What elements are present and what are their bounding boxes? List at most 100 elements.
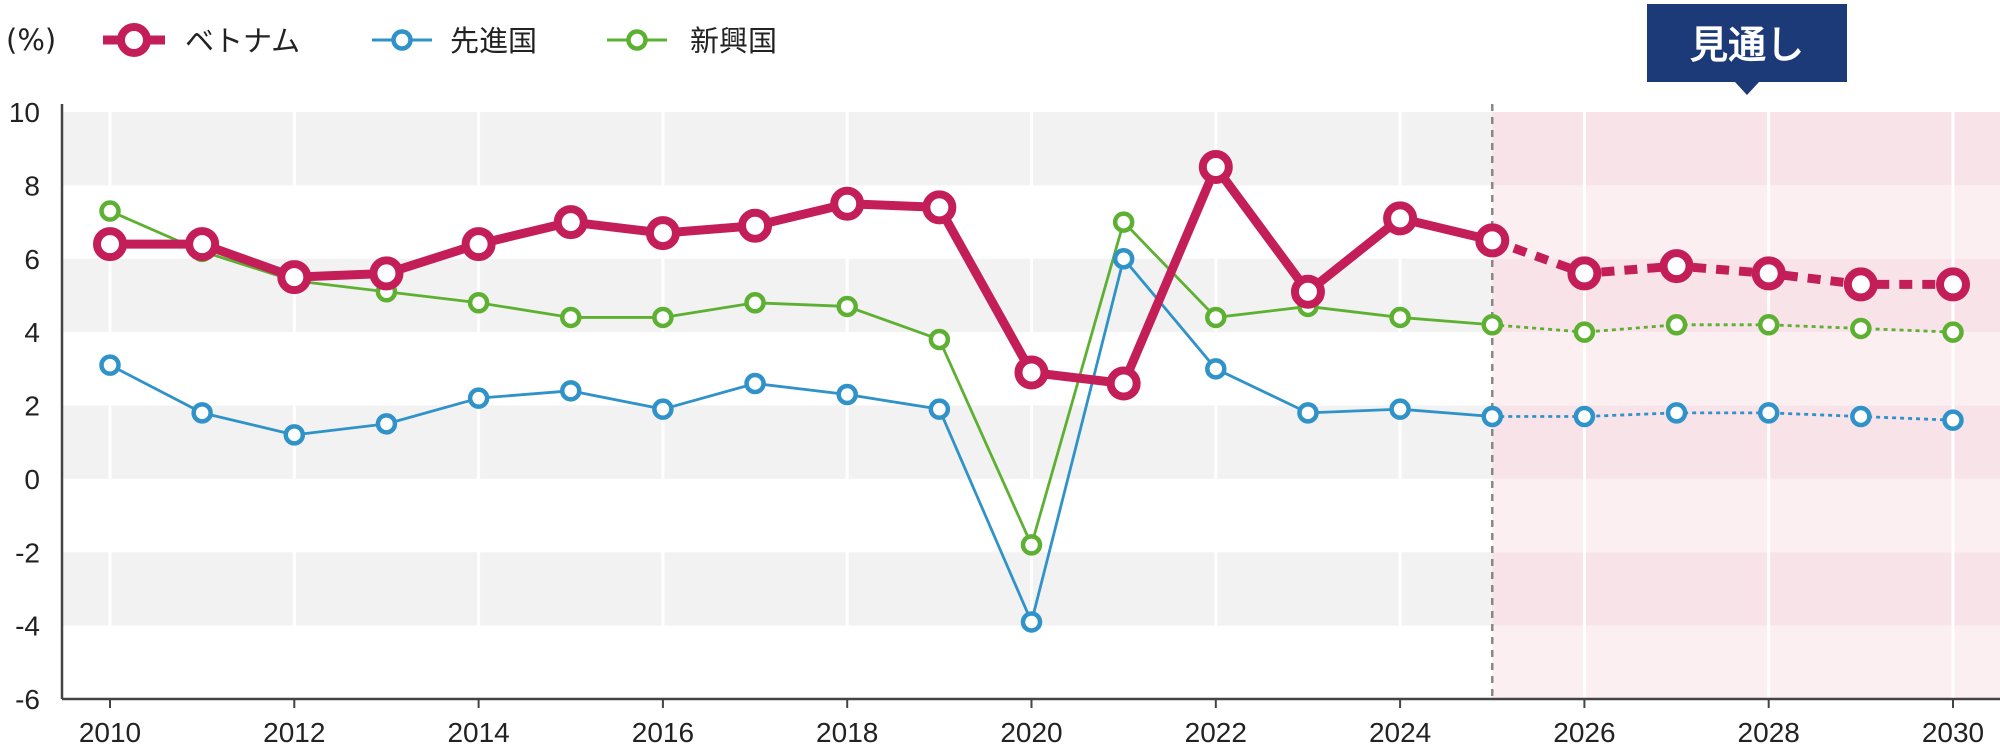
data-point-emerging <box>1942 321 1964 343</box>
data-point-advanced <box>1942 409 1964 431</box>
data-point-emerging <box>1757 314 1780 336</box>
axes <box>60 104 2000 708</box>
data-point-vietnam <box>830 186 865 221</box>
data-point-advanced <box>1297 402 1319 424</box>
data-point-vietnam <box>1106 366 1141 401</box>
y-tick-label: -2 <box>15 537 40 568</box>
legend: (%) ベトナム 先進国 新興国 <box>6 23 777 58</box>
data-point-advanced <box>1573 405 1596 428</box>
data-point-vietnam <box>1751 256 1786 291</box>
data-point-vietnam <box>461 227 496 262</box>
data-point-vietnam <box>922 190 957 225</box>
band-pink <box>1492 112 2000 186</box>
y-tick-label: 6 <box>24 244 40 275</box>
data-point-advanced <box>1205 358 1227 380</box>
x-tick-label: 2030 <box>1922 717 1984 745</box>
y-tick-label: 2 <box>24 391 40 422</box>
data-point-advanced <box>467 387 490 409</box>
forecast-badge-label: 見通し <box>1690 23 1804 67</box>
grid-bands <box>62 112 2000 699</box>
data-point-vietnam <box>185 227 220 262</box>
x-tick-label: 2020 <box>1000 717 1062 745</box>
legend-item-advanced: 先進国 <box>372 24 537 58</box>
series-advanced <box>99 248 1964 633</box>
data-point-vietnam <box>1659 249 1694 284</box>
data-point-vietnam <box>1936 267 1970 302</box>
x-tick-label: 2024 <box>1369 717 1431 745</box>
data-point-advanced <box>560 380 582 402</box>
band-pink <box>1492 552 2000 626</box>
forecast-badge-box <box>1647 4 1847 82</box>
x-tick-label: 2010 <box>79 717 141 745</box>
data-point-vietnam <box>1290 274 1325 309</box>
data-point-advanced <box>1481 405 1503 428</box>
vertical-gridlines <box>108 112 1955 699</box>
data-point-vietnam <box>1843 267 1878 302</box>
data-point-advanced <box>283 424 306 446</box>
data-point-vietnam <box>369 256 404 291</box>
data-point-advanced <box>836 383 858 406</box>
data-point-advanced <box>191 402 213 424</box>
data-point-emerging <box>560 306 582 329</box>
legend-label-emerging: 新興国 <box>690 24 777 58</box>
data-point-advanced <box>375 413 398 435</box>
x-tick-label: 2026 <box>1553 717 1615 745</box>
x-tick-label: 2016 <box>632 717 694 745</box>
data-point-advanced <box>1850 405 1872 428</box>
data-point-emerging <box>1205 306 1227 329</box>
series-vietnam <box>93 150 1970 401</box>
data-point-vietnam <box>1475 223 1510 258</box>
unit-label: (%) <box>6 23 56 57</box>
series-line-forecast-advanced <box>1492 411 1954 422</box>
band-gray <box>62 405 1493 479</box>
data-point-emerging <box>1389 306 1411 329</box>
data-point-vietnam <box>645 216 680 251</box>
data-point-advanced <box>1020 611 1043 633</box>
data-point-emerging <box>928 328 951 351</box>
data-point-vietnam <box>93 227 127 262</box>
data-point-advanced <box>652 398 674 420</box>
data-point-vietnam <box>277 260 312 295</box>
band-pink-light <box>1492 332 2000 406</box>
data-point-advanced <box>1112 248 1135 270</box>
series-line-actual-advanced <box>108 257 1494 624</box>
data-point-vietnam <box>553 205 588 240</box>
data-point-emerging <box>1665 314 1688 336</box>
legend-item-vietnam: ベトナム <box>103 23 300 58</box>
x-tick-label: 2022 <box>1185 717 1247 745</box>
band-gray <box>62 552 1493 626</box>
legend-label-vietnam: ベトナム <box>185 24 300 58</box>
band-gray <box>62 112 1493 186</box>
x-tick-label: 2028 <box>1738 717 1800 745</box>
data-point-advanced <box>1389 398 1411 420</box>
y-tick-label: 8 <box>24 170 40 201</box>
data-point-advanced <box>1757 402 1780 424</box>
x-tick-label: 2018 <box>816 717 878 745</box>
y-tick-labels: 10 8 6 4 2 0 -2 -4 -6 <box>9 97 40 715</box>
forecast-badge: 見通し <box>1647 4 1847 95</box>
series-line-actual-vietnam <box>105 162 1497 388</box>
data-point-advanced <box>744 372 766 395</box>
forecast-badge-pointer <box>1735 82 1759 95</box>
series-line-actual-emerging <box>108 209 1494 547</box>
x-tick-label: 2014 <box>447 717 509 745</box>
band-pink <box>1492 405 2000 479</box>
legend-marker-vietnam <box>117 23 151 57</box>
band-pink-light <box>1492 625 2000 699</box>
data-point-emerging <box>1573 321 1596 343</box>
band-pink-light <box>1492 185 2000 259</box>
series-line-forecast-emerging <box>1492 323 1954 334</box>
data-point-vietnam <box>1014 355 1049 390</box>
data-point-emerging <box>836 295 858 318</box>
legend-marker-advanced <box>391 29 413 51</box>
data-point-emerging <box>744 292 766 314</box>
y-tick-label: -6 <box>15 684 40 715</box>
legend-marker-emerging <box>626 29 648 51</box>
legend-label-advanced: 先進国 <box>450 24 537 58</box>
series-lines <box>93 150 1970 633</box>
data-point-emerging <box>652 306 674 329</box>
y-tick-label: 0 <box>24 464 40 495</box>
data-point-vietnam <box>1198 150 1233 185</box>
data-point-emerging <box>99 200 121 222</box>
